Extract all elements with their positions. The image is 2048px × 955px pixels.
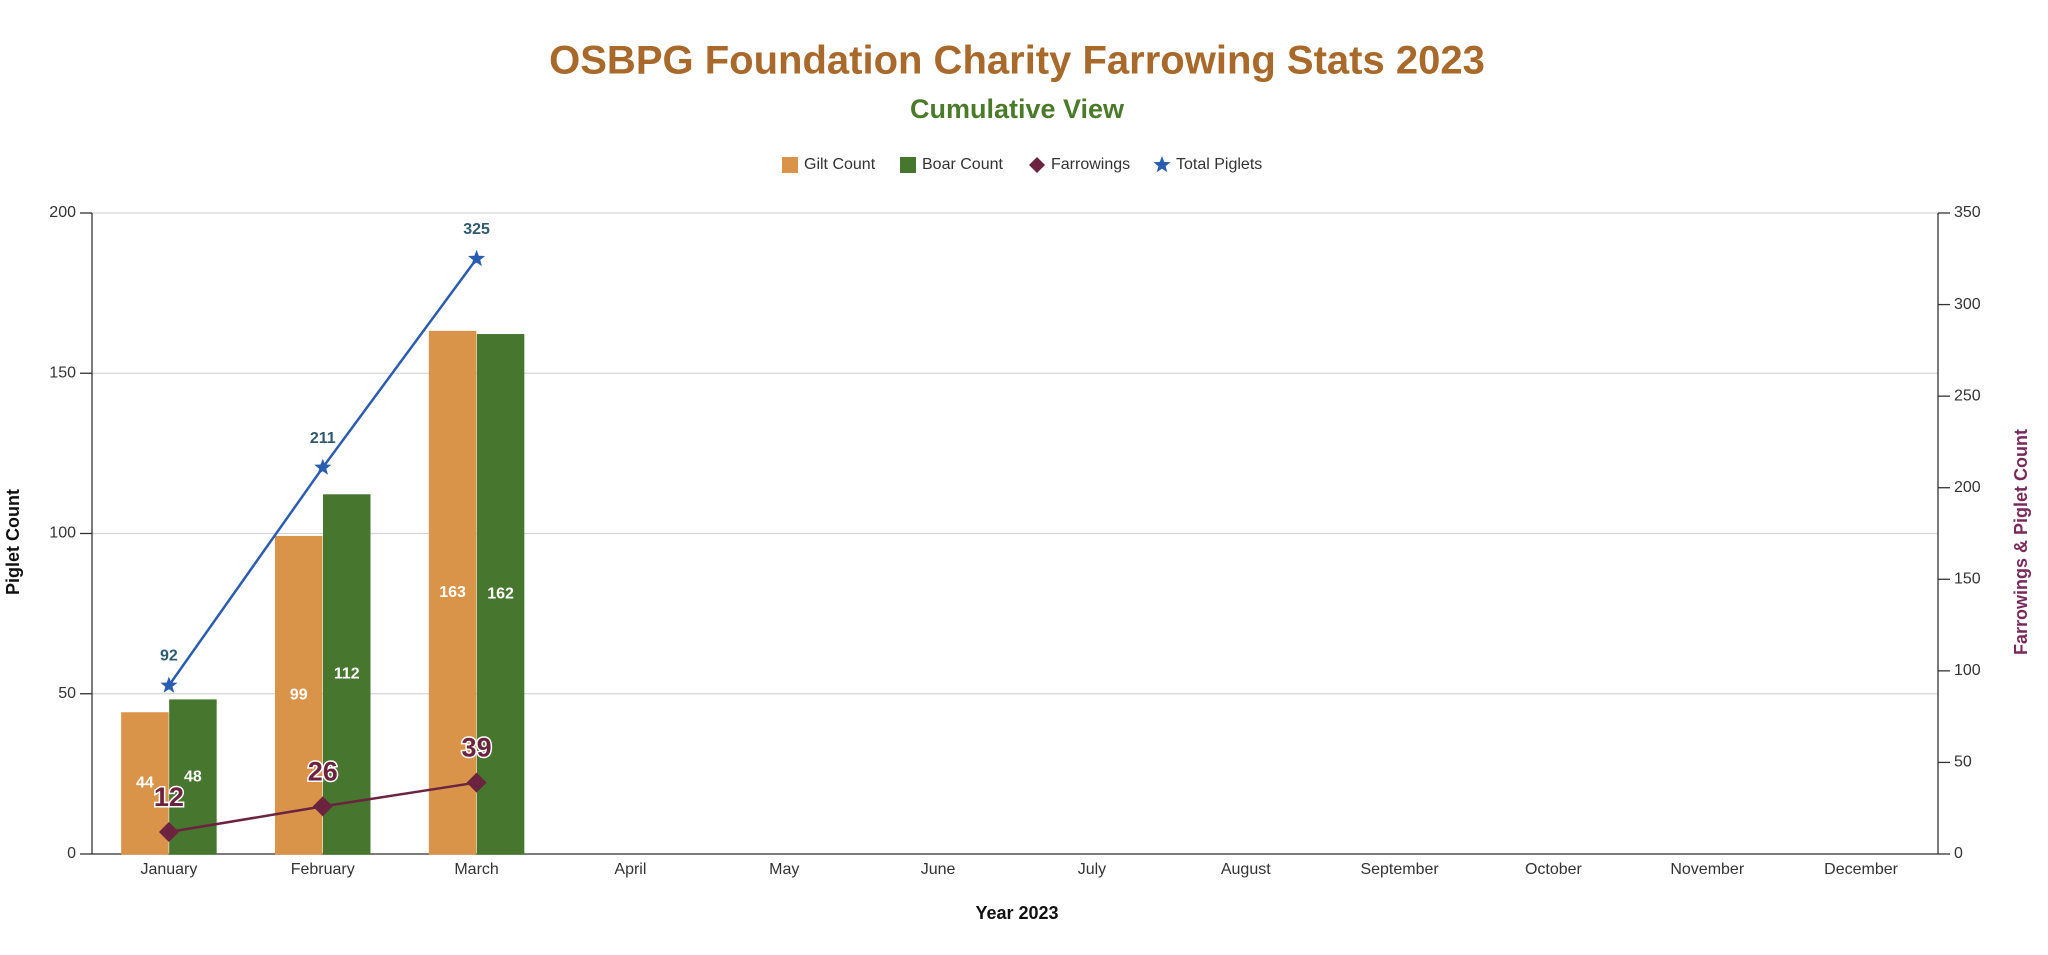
y2-tick-label: 250	[1954, 387, 1981, 404]
point-value-label: 39	[462, 733, 492, 763]
y2-axis-title: Farrowings & Piglet Count	[2011, 429, 2031, 655]
y-tick-label: 200	[49, 204, 76, 221]
bar-value-label: 44	[136, 775, 154, 792]
bar-value-label: 162	[487, 586, 514, 603]
y-tick-label: 100	[49, 525, 76, 542]
bar	[275, 535, 323, 855]
bar-value-label: 163	[439, 584, 466, 601]
bar-value-label: 99	[290, 687, 308, 704]
legend-swatch	[1153, 156, 1171, 173]
legend-swatch	[900, 157, 916, 173]
x-tick-label: November	[1670, 861, 1744, 878]
x-tick-label: December	[1824, 861, 1898, 878]
y2-tick-label: 300	[1954, 296, 1981, 313]
chart-title: OSBPG Foundation Charity Farrowing Stats…	[549, 39, 1485, 83]
bar	[323, 494, 371, 855]
bar	[476, 334, 525, 855]
x-tick-label: July	[1078, 861, 1106, 878]
point-value-label: 211	[310, 430, 336, 447]
bar-value-label: 48	[184, 768, 202, 785]
point-value-label: 26	[308, 757, 338, 787]
y-tick-label: 0	[67, 845, 76, 862]
x-tick-label: September	[1360, 861, 1439, 878]
legend-label: Boar Count	[922, 156, 1003, 173]
x-tick-label: August	[1221, 861, 1271, 878]
y2-tick-label: 150	[1954, 571, 1981, 588]
x-axis-title: Year 2023	[975, 903, 1058, 923]
y-tick-label: 150	[49, 364, 76, 381]
y2-tick-label: 350	[1954, 204, 1981, 221]
bar	[428, 330, 477, 855]
y2-tick-label: 100	[1954, 662, 1981, 679]
legend-swatch	[782, 157, 798, 173]
y2-tick-label: 50	[1954, 754, 1972, 771]
x-tick-label: January	[140, 861, 197, 878]
x-tick-label: April	[614, 861, 646, 878]
x-tick-label: May	[769, 861, 799, 878]
point	[466, 772, 487, 793]
x-tick-label: October	[1525, 861, 1583, 878]
y-tick-label: 50	[58, 685, 76, 702]
point	[312, 796, 333, 817]
y2-tick-label: 0	[1954, 845, 1963, 862]
legend-label: Farrowings	[1051, 156, 1130, 173]
y2-tick-label: 200	[1954, 479, 1981, 496]
legend-swatch	[1029, 157, 1045, 173]
point-value-label: 12	[154, 782, 184, 812]
point	[314, 458, 332, 475]
x-tick-label: March	[454, 861, 498, 878]
point	[160, 676, 178, 693]
legend-label: Total Piglets	[1176, 156, 1262, 173]
bar-value-label: 112	[334, 666, 360, 683]
legend-label: Gilt Count	[804, 156, 876, 173]
y-axis-title: Piglet Count	[3, 489, 23, 595]
point	[158, 822, 179, 843]
x-tick-label: June	[921, 861, 956, 878]
chart-subtitle: Cumulative View	[910, 94, 1125, 124]
point-value-label: 92	[160, 648, 178, 665]
bar	[121, 712, 169, 855]
point-value-label: 325	[463, 221, 490, 238]
point	[468, 249, 486, 267]
x-tick-label: February	[291, 861, 355, 878]
